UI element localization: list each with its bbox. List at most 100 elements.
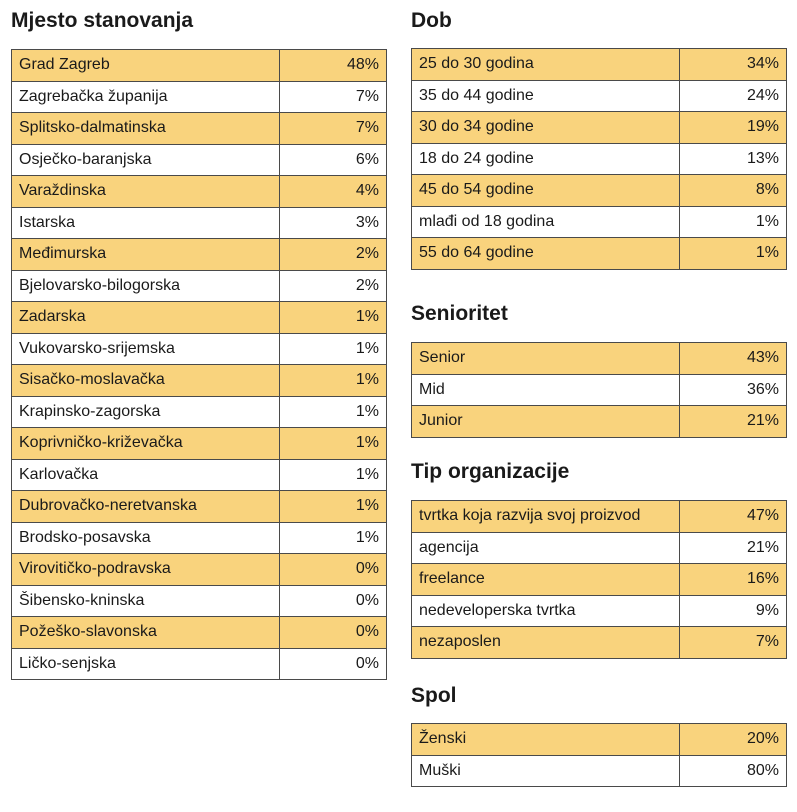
row-label: 45 do 54 godine (411, 174, 680, 207)
table-row: 30 do 34 godine 19% (411, 111, 787, 144)
row-label: Sisačko-moslavačka (11, 364, 280, 397)
row-value: 21% (679, 405, 787, 438)
table-row: 25 do 30 godina 34% (411, 48, 787, 81)
section-title: Dob (411, 9, 452, 32)
table-row: 45 do 54 godine 8% (411, 174, 787, 207)
row-value: 19% (679, 111, 787, 144)
row-value: 13% (679, 142, 787, 175)
row-value: 8% (679, 174, 787, 207)
row-label: Mid (411, 373, 680, 406)
row-label: Junior (411, 405, 680, 438)
table-row: Bjelovarsko-bilogorska 2% (11, 269, 387, 302)
tip-table: tvrtka koja razvija svoj proizvod 47% agen… (411, 500, 787, 659)
row-value: 80% (679, 754, 787, 787)
row-label: Dubrovačko-neretvanska (11, 490, 280, 523)
row-value: 36% (679, 373, 787, 406)
row-label: Ličko-senjska (11, 647, 280, 680)
row-label: nedeveloperska tvrtka (411, 594, 680, 627)
row-value: 16% (679, 563, 787, 596)
row-value: 0% (279, 584, 387, 617)
section-title: Senioritet (411, 302, 508, 325)
table-row: Vukovarsko-srijemska 1% (11, 332, 387, 365)
table-row: Dubrovačko-neretvanska 1% (11, 490, 387, 523)
table-row: Osječko-baranjska 6% (11, 143, 387, 176)
row-value: 1% (279, 301, 387, 334)
table-row: Karlovačka 1% (11, 458, 387, 491)
section-mjesto-stanovanja: Mjesto stanovanja Grad Zagreb 48% Zagrebač… (11, 9, 387, 680)
table-row: Sisačko-moslavačka 1% (11, 364, 387, 397)
row-label: Zagrebačka županija (11, 80, 280, 113)
row-label: Osječko-baranjska (11, 143, 280, 176)
row-value: 1% (279, 364, 387, 397)
table-row: mlađi od 18 godina 1% (411, 205, 787, 238)
row-value: 1% (279, 521, 387, 554)
table-row: Brodsko-posavska 1% (11, 521, 387, 554)
table-row: 18 do 24 godine 13% (411, 142, 787, 175)
table-row: Zadarska 1% (11, 301, 387, 334)
section-senioritet: Senioritet Senior 43% Mid 36% Junior 21% (411, 302, 787, 438)
row-value: 43% (679, 342, 787, 375)
section-tip-organizacije: Tip organizacije tvrtka koja razvija svo… (411, 460, 787, 659)
table-row: 55 do 64 godine 1% (411, 237, 787, 270)
row-value: 7% (279, 112, 387, 145)
row-label: Varaždinska (11, 175, 280, 208)
row-value: 0% (279, 553, 387, 586)
row-value: 6% (279, 143, 387, 176)
row-label: 35 do 44 godine (411, 79, 680, 112)
table-row: Muški 80% (411, 754, 787, 787)
row-label: Zadarska (11, 301, 280, 334)
spol-table: Ženski 20% Muški 80% (411, 723, 787, 787)
row-value: 21% (679, 531, 787, 564)
section-dob: Dob 25 do 30 godina 34% 35 do 44 godine 24%… (411, 9, 787, 270)
row-label: 55 do 64 godine (411, 237, 680, 270)
table-row: Koprivničko-križevačka 1% (11, 427, 387, 460)
row-value: 48% (279, 49, 387, 82)
table-row: Senior 43% (411, 342, 787, 375)
table-row: Međimurska 2% (11, 238, 387, 271)
row-label: mlađi od 18 godina (411, 205, 680, 238)
row-label: Koprivničko-križevačka (11, 427, 280, 460)
row-label: Vukovarsko-srijemska (11, 332, 280, 365)
row-label: Grad Zagreb (11, 49, 280, 82)
row-label: Muški (411, 754, 680, 787)
row-value: 2% (279, 238, 387, 271)
row-label: Splitsko-dalmatinska (11, 112, 280, 145)
row-label: Karlovačka (11, 458, 280, 491)
row-value: 1% (279, 427, 387, 460)
senioritet-table: Senior 43% Mid 36% Junior 21% (411, 342, 787, 438)
row-value: 9% (679, 594, 787, 627)
row-value: 4% (279, 175, 387, 208)
table-row: Mid 36% (411, 373, 787, 406)
section-title: Tip organizacije (411, 460, 570, 483)
table-row: 35 do 44 godine 24% (411, 79, 787, 112)
row-value: 1% (279, 458, 387, 491)
section-title: Spol (411, 684, 457, 707)
row-label: Krapinsko-zagorska (11, 395, 280, 428)
row-value: 34% (679, 48, 787, 81)
section-spol: Spol Ženski 20% Muški 80% (411, 684, 787, 787)
row-label: Šibensko-kninska (11, 584, 280, 617)
row-value: 0% (279, 647, 387, 680)
table-row: Grad Zagreb 48% (11, 49, 387, 82)
table-row: Splitsko-dalmatinska 7% (11, 112, 387, 145)
row-label: 18 do 24 godine (411, 142, 680, 175)
row-label: nezaposlen (411, 626, 680, 659)
row-value: 24% (679, 79, 787, 112)
row-label: 25 do 30 godina (411, 48, 680, 81)
row-value: 1% (679, 237, 787, 270)
table-row: Varaždinska 4% (11, 175, 387, 208)
row-label: Bjelovarsko-bilogorska (11, 269, 280, 302)
section-title: Mjesto stanovanja (11, 9, 194, 32)
table-row: Ličko-senjska 0% (11, 647, 387, 680)
row-label: Istarska (11, 206, 280, 239)
row-value: 47% (679, 500, 787, 533)
row-value: 20% (679, 723, 787, 756)
row-label: Ženski (411, 723, 680, 756)
row-value: 7% (679, 626, 787, 659)
row-value: 7% (279, 80, 387, 113)
table-row: Istarska 3% (11, 206, 387, 239)
mjesto-table: Grad Zagreb 48% Zagrebačka županija 7% Split… (11, 49, 387, 680)
row-label: Požeško-slavonska (11, 616, 280, 649)
row-label: agencija (411, 531, 680, 564)
row-value: 1% (279, 332, 387, 365)
